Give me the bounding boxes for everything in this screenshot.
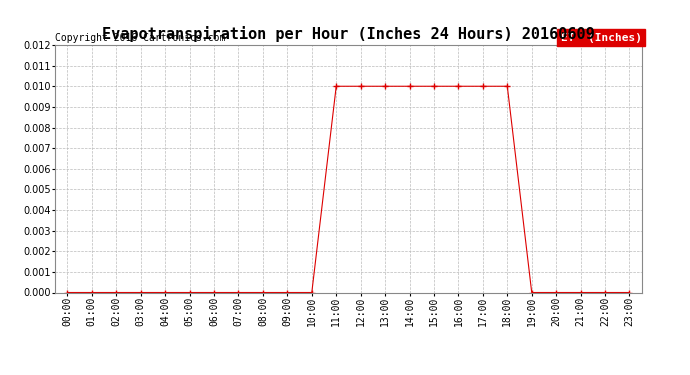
Text: Copyright 2016 Cartronics.com: Copyright 2016 Cartronics.com [55,33,226,42]
Text: ET  (Inches): ET (Inches) [561,33,642,42]
Title: Evapotranspiration per Hour (Inches 24 Hours) 20160609: Evapotranspiration per Hour (Inches 24 H… [102,27,595,42]
